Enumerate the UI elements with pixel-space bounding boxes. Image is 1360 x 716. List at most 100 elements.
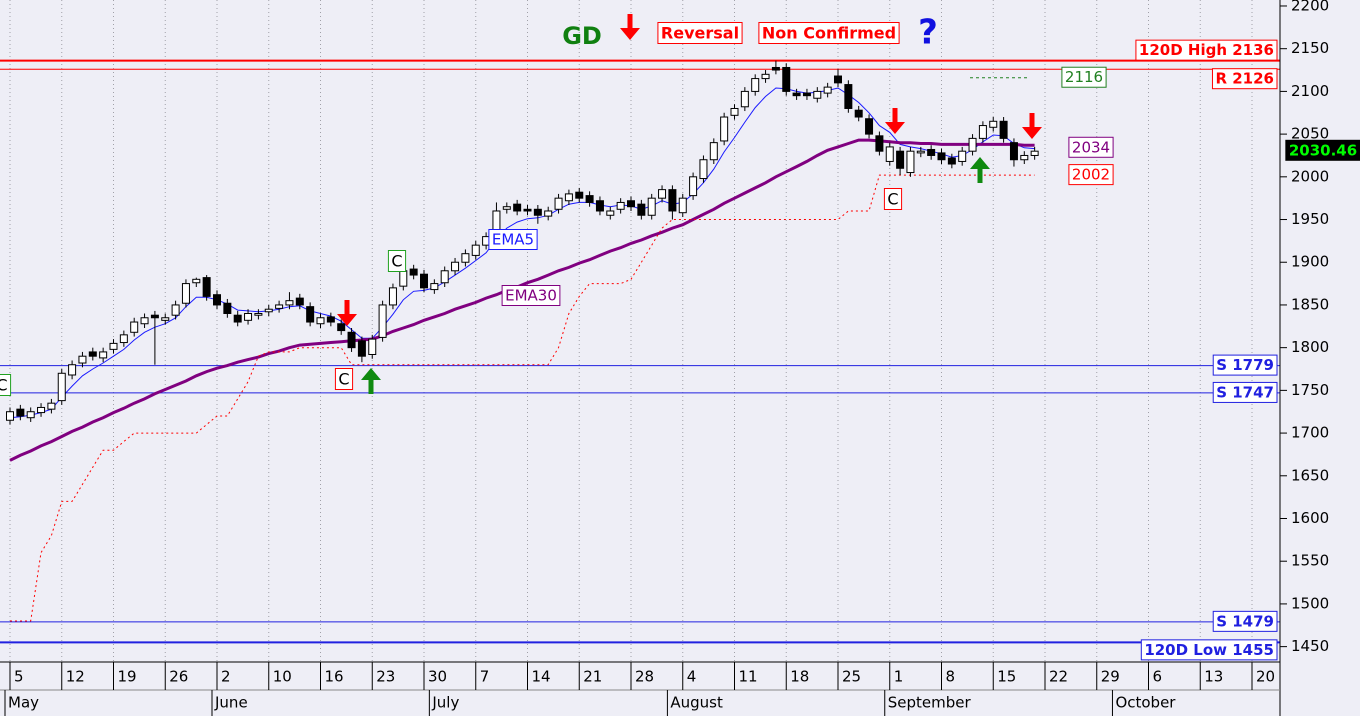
down-arrow: [620, 14, 640, 40]
candle-body: [6, 411, 14, 421]
annotation: ?: [918, 13, 938, 53]
candle-body: [989, 120, 998, 128]
candle-body: [254, 312, 263, 316]
y-tick-label: 1550: [1291, 552, 1329, 570]
candle-body: [202, 277, 211, 297]
candle-body: [37, 406, 46, 414]
signal-label-box: [387, 250, 407, 272]
series-label-box: [488, 229, 538, 250]
candle-body: [813, 90, 822, 99]
x-tick-label: 18: [790, 668, 809, 686]
candle-body: [575, 191, 584, 199]
candle-body: [99, 351, 108, 359]
marker-label: 2116: [1065, 68, 1103, 86]
candle-body: [171, 304, 180, 316]
y-tick-label: 1700: [1291, 424, 1329, 442]
signal-label-box: [334, 368, 354, 390]
annotation-box: [657, 22, 743, 44]
level-label-box: [1212, 381, 1278, 403]
candle-body: [916, 150, 925, 154]
candle-body: [388, 287, 397, 306]
month-label: July: [431, 694, 459, 712]
candle-body: [854, 109, 863, 118]
indicator-line: [9, 87, 1035, 419]
candle-body: [751, 78, 760, 92]
candle-body: [1009, 142, 1018, 161]
candle-body: [927, 148, 936, 156]
candle-body: [730, 107, 739, 116]
month-label: October: [1115, 694, 1176, 712]
x-tick-label: 13: [1204, 668, 1223, 686]
candle-body: [513, 203, 522, 212]
candle-body: [16, 408, 25, 417]
candle-body: [834, 75, 842, 84]
y-tick-label: 1800: [1291, 338, 1329, 356]
y-tick-label: 2200: [1291, 0, 1329, 14]
candle-body: [161, 317, 170, 321]
candle-body: [26, 411, 35, 419]
candle-body: [937, 152, 946, 161]
candle-body: [585, 195, 594, 203]
x-tick-label: 20: [1256, 668, 1275, 686]
candle-body: [906, 150, 915, 174]
signal-label: C: [887, 190, 898, 209]
level-label-box: [1212, 610, 1278, 632]
level-label: S 1747: [1216, 383, 1274, 401]
x-tick-label: 16: [325, 668, 344, 686]
candle-body: [461, 253, 470, 263]
candle-body: [150, 314, 159, 319]
candle-body: [326, 316, 335, 323]
x-tick-label: 7: [480, 668, 490, 686]
candle-body: [1030, 150, 1039, 156]
candle-body: [223, 302, 232, 314]
y-tick-label: 1600: [1291, 509, 1329, 527]
signal-label: C: [338, 370, 349, 389]
marker-label: 2034: [1072, 138, 1110, 156]
candle-body: [119, 334, 128, 344]
y-tick-label: 1950: [1291, 210, 1329, 228]
x-tick-label: 12: [66, 668, 85, 686]
candle-body: [451, 261, 460, 272]
signal-label: C: [0, 376, 8, 395]
x-tick-label: 6: [1153, 668, 1163, 686]
month-label: May: [8, 694, 39, 712]
candle-body: [378, 304, 387, 338]
candle-body: [678, 197, 687, 214]
candle-body: [709, 142, 718, 161]
x-tick-label: 8: [946, 668, 956, 686]
candle-body: [689, 176, 698, 197]
x-tick-label: 15: [997, 668, 1016, 686]
x-tick-label: 11: [739, 668, 758, 686]
x-tick-label: 2: [221, 668, 231, 686]
month-label: August: [670, 694, 723, 712]
candle-body: [627, 200, 635, 208]
candle-body: [823, 86, 832, 94]
candle-body: [740, 90, 749, 108]
signal-label-box: [0, 374, 12, 396]
y-tick-label: 1850: [1291, 295, 1329, 313]
candle-body: [399, 270, 408, 287]
candle-body: [771, 66, 780, 71]
candle-body: [1020, 154, 1029, 161]
candle-body: [440, 270, 449, 284]
x-tick-label: 25: [842, 668, 861, 686]
candle-body: [564, 193, 573, 202]
down-arrow: [1022, 113, 1042, 139]
candle-body: [637, 203, 646, 216]
candle-body: [88, 351, 97, 357]
level-label: R 2126: [1215, 70, 1274, 88]
month-label: June: [214, 694, 248, 712]
candle-body: [357, 340, 366, 357]
month-label: September: [888, 694, 972, 712]
candle-body: [802, 92, 811, 97]
last-price-label-box: [1285, 139, 1360, 161]
y-tick-label: 2150: [1291, 39, 1329, 57]
y-tick-label: 1500: [1291, 594, 1329, 612]
candle-body: [792, 92, 801, 97]
down-arrow: [337, 300, 357, 326]
series-label: EMA30: [505, 287, 557, 305]
candle-body: [337, 323, 346, 332]
candle-body: [668, 189, 677, 212]
